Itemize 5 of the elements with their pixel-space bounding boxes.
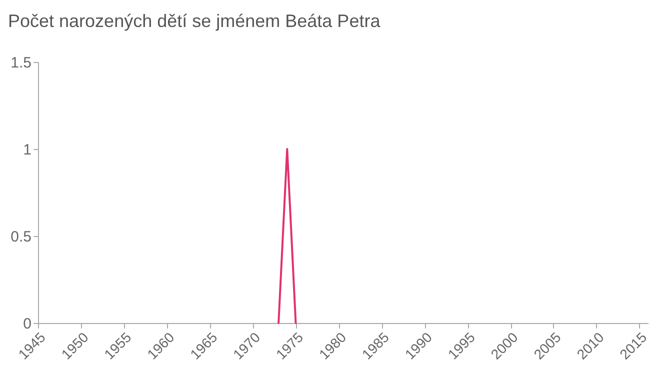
y-tick-label: 1 (23, 142, 32, 158)
y-tick-label: 0 (23, 316, 32, 332)
y-tick-label: 1.5 (10, 54, 32, 72)
y-tick-label: 0.5 (10, 228, 32, 246)
chart-title: Počet narozených dětí se jménem Beáta Petra (8, 11, 382, 31)
